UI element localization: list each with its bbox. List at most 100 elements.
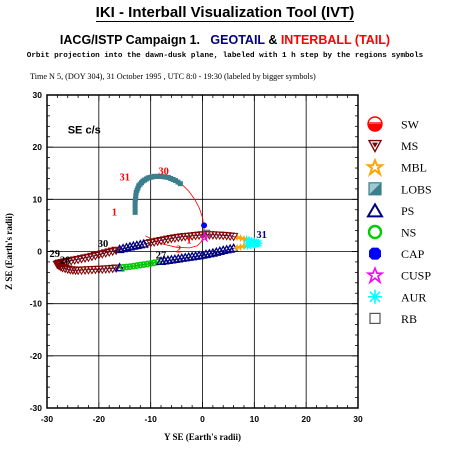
ms-icon: [367, 139, 383, 154]
aur-icon: [368, 289, 382, 304]
mbl-marker-shape: [236, 242, 245, 251]
geotail-region-marker: [119, 263, 127, 271]
geotail-region-marker: [166, 234, 177, 244]
geotail-region-marker: [163, 235, 173, 245]
geotail-region-marker: [114, 244, 125, 254]
cusp-marker-shape: [199, 231, 210, 243]
geotail-region-marker: [225, 243, 236, 253]
geotail-region-marker: [93, 251, 104, 260]
aur-icon-burst: [368, 289, 382, 304]
campaign-label: IACG/ISTP Campaign 1.: [59, 33, 200, 47]
geotail-region-marker: [114, 262, 125, 272]
mbl-marker-shape: [239, 242, 248, 251]
geotail-region-marker: [149, 238, 159, 247]
ns-marker-shape: [150, 259, 158, 267]
ps-icon: [366, 202, 384, 218]
y-tick-label: 0: [37, 247, 42, 257]
geotail-region-marker: [133, 262, 141, 269]
geotail-region-marker: [111, 246, 121, 256]
legend-label: RB: [401, 312, 417, 326]
ms-icon-inner: [372, 142, 378, 148]
aur-marker-shape: [254, 239, 263, 248]
geotail-region-marker: [145, 239, 156, 248]
ms-marker-shape: [53, 260, 64, 270]
ms-marker-shape: [156, 237, 166, 246]
ns-marker-shape: [136, 261, 144, 269]
ps-icon-tri: [366, 202, 384, 218]
sw-icon: [367, 116, 383, 132]
ms-marker-shape: [80, 254, 90, 263]
interball-region-marker: [132, 209, 138, 215]
ns-marker-shape: [133, 262, 141, 269]
geotail-region-marker: [239, 234, 248, 243]
geotail-region-marker: [104, 248, 115, 258]
aur-marker-shape: [246, 240, 255, 249]
geotail-region-marker: [236, 234, 245, 243]
ms-marker-shape: [152, 237, 163, 247]
ms-marker-shape: [83, 253, 94, 263]
geotail-region-marker: [87, 252, 97, 262]
ps-marker-shape: [221, 244, 232, 254]
y-axis-label: Z SE (Earth's radii): [4, 213, 14, 290]
ms-icon-tri: [367, 139, 383, 154]
aur-marker-shape: [247, 237, 256, 246]
ms-marker-shape: [87, 252, 97, 262]
geotail-region-marker: [53, 260, 64, 270]
lobs-marker-shape: [132, 202, 138, 208]
ms-marker-shape: [104, 248, 115, 258]
geotail-region-marker: [129, 262, 137, 270]
geotail-region-marker: [80, 254, 90, 263]
y-tick-label: -20: [30, 351, 43, 361]
mbl-marker-shape: [233, 243, 242, 252]
geotail-region-marker: [107, 247, 118, 257]
ns-icon: [367, 224, 383, 240]
interball-region-marker: [133, 193, 139, 199]
interball-cap-marker: [201, 222, 208, 229]
ms-marker-shape: [73, 255, 83, 265]
lobs-marker-shape: [132, 209, 138, 215]
lobs-marker-shape: [132, 199, 138, 205]
geotail-region-marker: [169, 234, 180, 243]
geotail-region-marker: [197, 249, 208, 259]
geotail-region-marker: [73, 255, 83, 265]
interball-label: INTERBALL (TAIL): [280, 33, 391, 47]
ps-marker-shape: [197, 249, 208, 259]
rb-icon: [369, 312, 381, 324]
ns-marker-shape: [147, 260, 155, 267]
y-tick-label: -10: [30, 299, 43, 309]
geotail-region-marker: [236, 242, 245, 251]
y-tick-label: 20: [33, 142, 43, 152]
x-axis-label: Y SE (Earth's radii): [164, 432, 241, 442]
lobs-marker-shape: [177, 181, 183, 187]
geotail-region-marker: [140, 261, 148, 268]
hour-label: 31: [256, 230, 267, 241]
app-title: IKI - Interball Visualization Tool (IVT): [0, 4, 450, 22]
app-title-text: IKI - Interball Visualization Tool (IVT): [95, 4, 355, 22]
ps-marker-shape: [211, 246, 222, 256]
geotail-region-marker: [83, 253, 94, 263]
legend-label: LOBS: [401, 182, 432, 196]
geotail-region-marker: [143, 260, 151, 268]
geotail-region-marker: [221, 244, 232, 254]
x-tick-label: -30: [41, 414, 54, 424]
geotail-region-marker: [214, 246, 225, 255]
lobs-marker-shape: [132, 206, 138, 212]
amp-label: &: [268, 33, 278, 47]
interball-region-marker: [132, 199, 138, 205]
y-tick-label: -30: [30, 403, 43, 413]
ms-marker-shape: [111, 264, 121, 274]
y-tick-label: 30: [33, 90, 43, 100]
ps-marker-shape: [114, 262, 125, 272]
legend-label: CAP: [401, 247, 425, 261]
mbl-icon-star: [365, 157, 385, 178]
legend-label: SW: [401, 118, 420, 132]
geotail-region-marker: [100, 249, 111, 258]
ms-marker-shape: [93, 251, 104, 260]
x-tick-label: 10: [250, 414, 260, 424]
geotail-region-marker: [245, 236, 254, 245]
ms-marker-shape: [163, 235, 173, 245]
geotail-region-marker: [90, 251, 101, 261]
geotail-region-marker: [252, 238, 261, 247]
ms-marker-shape: [60, 258, 71, 267]
aur-marker-shape: [245, 236, 254, 245]
